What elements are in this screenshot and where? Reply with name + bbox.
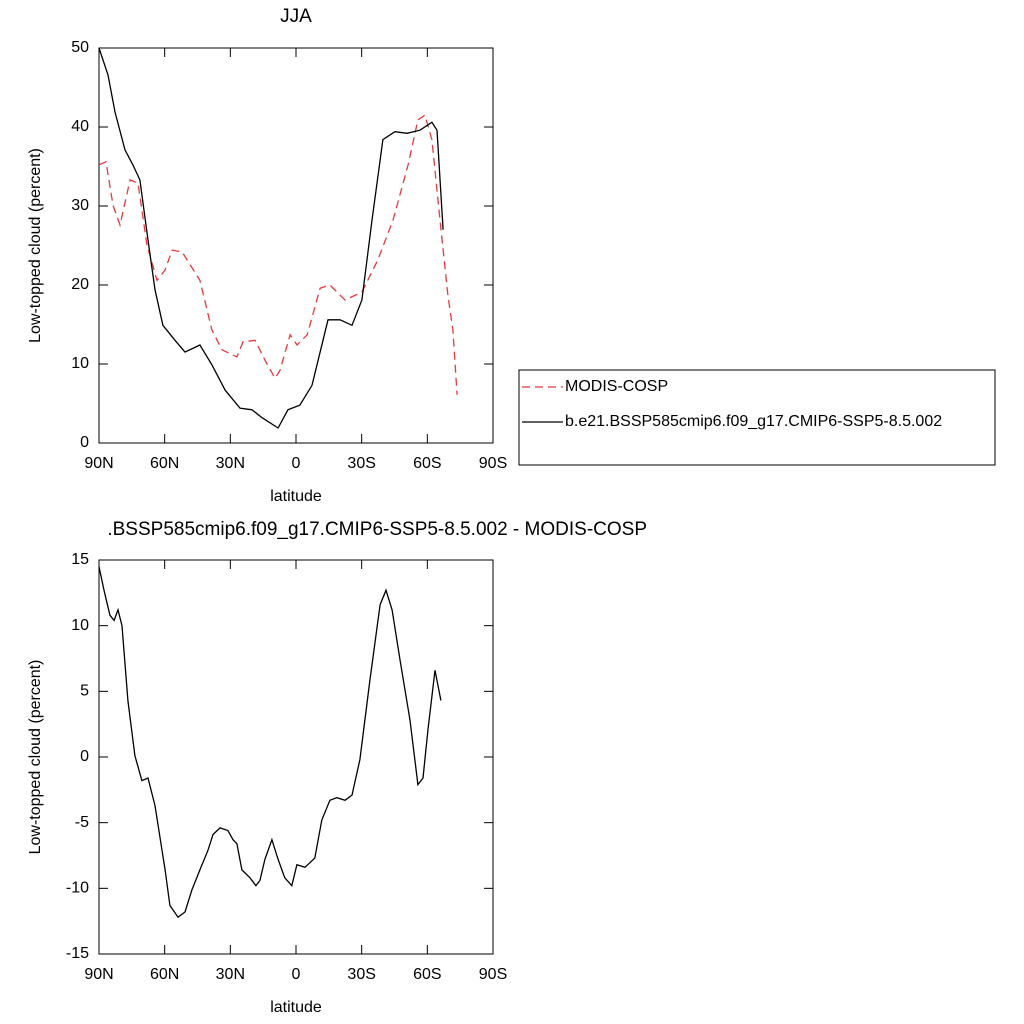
x-tick-label: 30N xyxy=(216,455,245,472)
x-axis-label: latitude xyxy=(270,488,322,505)
legend-box xyxy=(518,369,996,466)
y-tick-label: 20 xyxy=(71,276,89,293)
y-tick-label: 50 xyxy=(71,39,89,56)
x-tick-label: 60N xyxy=(150,966,179,983)
y-axis-label: Low-topped cloud (percent) xyxy=(27,660,44,855)
x-tick-label: 0 xyxy=(292,966,301,983)
legend-label: MODIS-COSP xyxy=(565,378,668,395)
y-tick-label: 0 xyxy=(80,434,89,451)
y-tick-label: 10 xyxy=(71,617,89,634)
y-tick-label: 10 xyxy=(71,355,89,372)
y-tick-label: -15 xyxy=(66,945,89,962)
chart-title: .BSSP585cmip6.f09_g17.CMIP6-SSP5-8.5.002… xyxy=(107,519,647,540)
data-line xyxy=(98,566,442,919)
x-axis-label: latitude xyxy=(270,999,322,1016)
x-tick-label: 30S xyxy=(347,455,375,472)
x-tick-label: 60S xyxy=(413,455,441,472)
x-tick-label: 60N xyxy=(150,455,179,472)
legend-label: b.e21.BSSP585cmip6.f09_g17.CMIP6-SSP5-8.… xyxy=(565,413,942,430)
x-tick-label: 60S xyxy=(413,966,441,983)
y-tick-label: -10 xyxy=(66,880,89,897)
x-tick-label: 0 xyxy=(292,455,301,472)
y-tick-label: 5 xyxy=(80,683,89,700)
y-tick-label: 0 xyxy=(80,748,89,765)
y-tick-label: -5 xyxy=(75,814,89,831)
data-line xyxy=(98,47,444,429)
x-tick-label: 90N xyxy=(84,455,113,472)
plot-frame xyxy=(98,559,494,955)
plot-frame xyxy=(98,47,494,444)
x-tick-label: 90S xyxy=(479,455,507,472)
x-tick-label: 90N xyxy=(84,966,113,983)
x-tick-label: 30N xyxy=(216,966,245,983)
y-tick-label: 15 xyxy=(71,551,89,568)
y-tick-label: 40 xyxy=(71,118,89,135)
y-axis-label: Low-topped cloud (percent) xyxy=(27,148,44,343)
y-tick-label: 30 xyxy=(71,197,89,214)
x-tick-label: 90S xyxy=(479,966,507,983)
data-line xyxy=(98,114,458,395)
chart-title: JJA xyxy=(280,6,312,27)
x-tick-label: 30S xyxy=(347,966,375,983)
